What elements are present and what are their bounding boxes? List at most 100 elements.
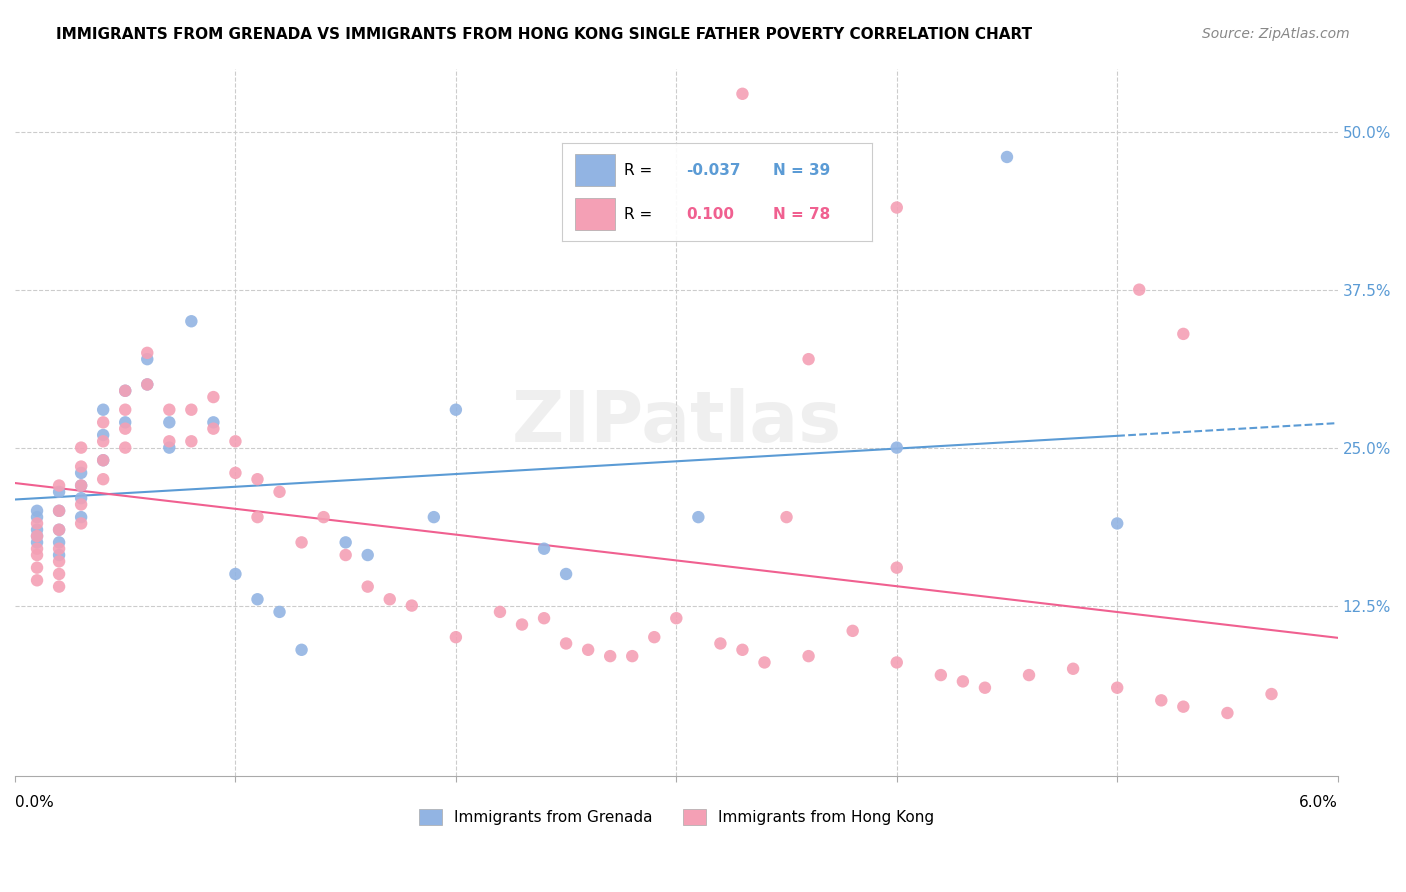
Bar [575,198,614,230]
Point [202,390,225,404]
Point [48,523,70,537]
Point [25,510,48,524]
Point [886,201,908,215]
Point [444,630,467,644]
Point [91,434,114,449]
Point [290,642,312,657]
Text: IMMIGRANTS FROM GRENADA VS IMMIGRANTS FROM HONG KONG SINGLE FATHER POVERTY CORRE: IMMIGRANTS FROM GRENADA VS IMMIGRANTS FR… [56,27,1032,42]
Point [269,484,291,499]
Point [48,554,70,568]
Point [91,472,114,486]
Point [136,352,159,367]
Point [114,415,136,429]
Text: Source: ZipAtlas.com: Source: ZipAtlas.com [1202,27,1350,41]
Point [1018,668,1040,682]
Point [157,402,180,417]
Point [157,441,180,455]
Point [70,466,93,480]
Point [995,150,1018,164]
Point [114,402,136,417]
Point [357,580,380,594]
Point [709,636,731,650]
Text: 0.100: 0.100 [686,207,734,222]
Point [25,560,48,574]
Text: N = 78: N = 78 [773,207,830,222]
Point [224,466,246,480]
Point [1173,699,1195,714]
Text: R =: R = [624,207,662,222]
Point [665,611,688,625]
Point [48,566,70,581]
Point [489,605,512,619]
Point [25,504,48,518]
Point [754,656,776,670]
Point [202,422,225,436]
Point [114,384,136,398]
Point [25,529,48,543]
Point [48,484,70,499]
Point [224,566,246,581]
Point [114,441,136,455]
Point [70,498,93,512]
Point [335,548,357,562]
Point [533,541,555,556]
Point [731,87,754,101]
Point [70,478,93,492]
Point [70,478,93,492]
Point [91,453,114,467]
Point [48,504,70,518]
Point [974,681,997,695]
Point [886,441,908,455]
Point [378,592,401,607]
Point [841,624,863,638]
Point [48,548,70,562]
Point [357,548,380,562]
Text: 0.0%: 0.0% [15,795,53,810]
Point [114,384,136,398]
Text: N = 39: N = 39 [773,162,830,178]
Point [643,630,665,644]
Point [423,510,446,524]
Point [444,402,467,417]
Text: R =: R = [624,162,658,178]
Point [1128,283,1150,297]
Point [136,377,159,392]
Point [555,636,578,650]
Text: -0.037: -0.037 [686,162,741,178]
Point [91,428,114,442]
Point [180,314,202,328]
Point [555,566,578,581]
Point [157,415,180,429]
Point [1150,693,1173,707]
Point [576,642,599,657]
Point [48,478,70,492]
Point [91,453,114,467]
Point [91,415,114,429]
Point [246,592,269,607]
Point [48,523,70,537]
Point [70,459,93,474]
Point [510,617,533,632]
Point [775,510,797,524]
Point [335,535,357,549]
Point [797,649,820,664]
Point [180,434,202,449]
Point [401,599,423,613]
Point [1107,516,1129,531]
Point [312,510,335,524]
Point [48,580,70,594]
Point [25,523,48,537]
Legend: Immigrants from Grenada, Immigrants from Hong Kong: Immigrants from Grenada, Immigrants from… [419,809,934,825]
Point [157,434,180,449]
Point [70,510,93,524]
Point [1260,687,1282,701]
Point [25,541,48,556]
Text: ZIPatlas: ZIPatlas [512,388,841,457]
Point [731,642,754,657]
Point [91,402,114,417]
Point [621,649,644,664]
Point [136,377,159,392]
Point [533,611,555,625]
Point [25,548,48,562]
Point [202,415,225,429]
